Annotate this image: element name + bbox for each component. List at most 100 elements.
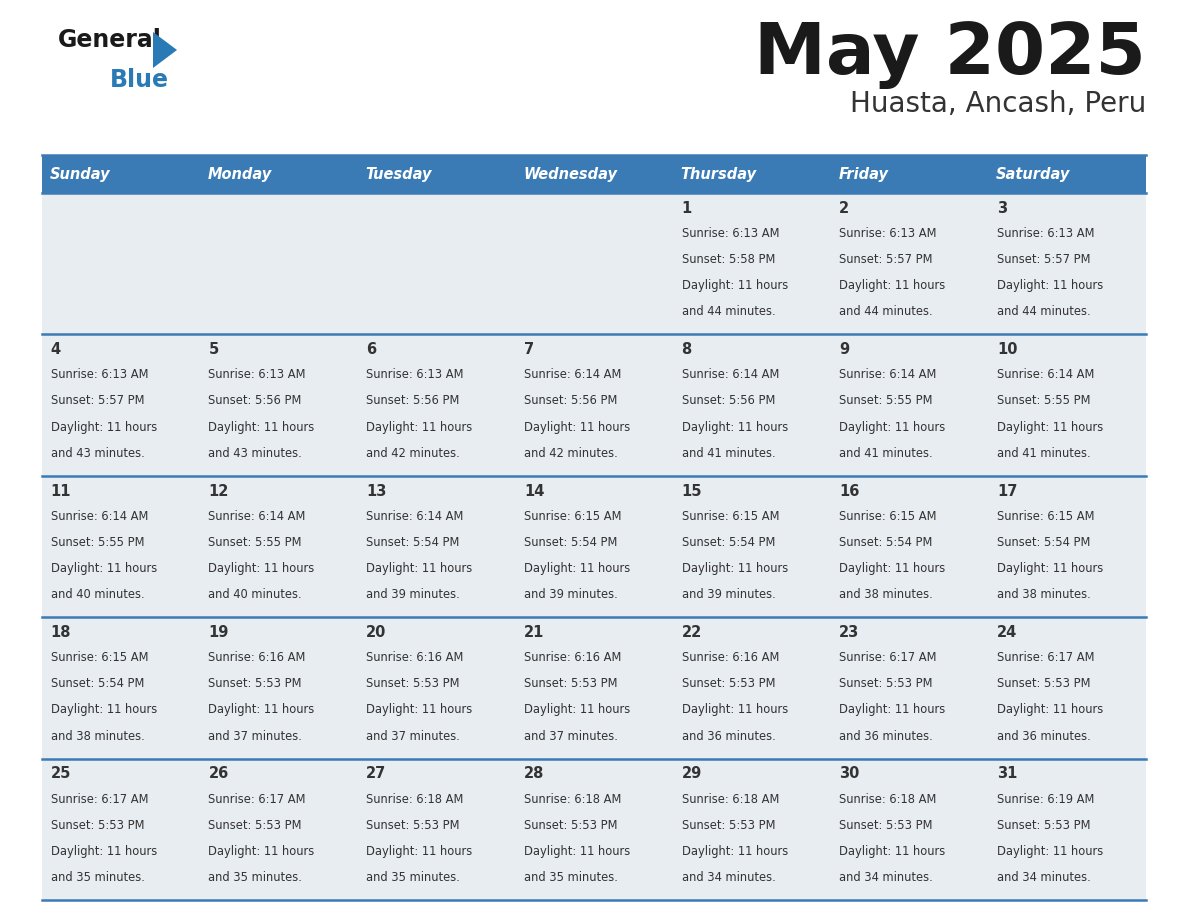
Text: Daylight: 11 hours: Daylight: 11 hours xyxy=(839,420,946,433)
Text: Sunrise: 6:14 AM: Sunrise: 6:14 AM xyxy=(839,368,936,381)
Text: General: General xyxy=(58,28,162,52)
Text: Sunset: 5:56 PM: Sunset: 5:56 PM xyxy=(208,395,302,408)
Bar xyxy=(200,758,358,900)
Bar xyxy=(200,476,358,617)
Text: Sunset: 5:53 PM: Sunset: 5:53 PM xyxy=(682,819,775,832)
Bar xyxy=(516,758,672,900)
Bar xyxy=(516,476,672,617)
Bar xyxy=(672,758,830,900)
Text: 21: 21 xyxy=(524,625,544,640)
Text: 22: 22 xyxy=(682,625,702,640)
Text: Daylight: 11 hours: Daylight: 11 hours xyxy=(682,703,788,716)
Polygon shape xyxy=(153,32,177,68)
Text: and 41 minutes.: and 41 minutes. xyxy=(839,447,933,460)
Bar xyxy=(672,193,830,334)
Text: Wednesday: Wednesday xyxy=(523,166,617,182)
Text: Daylight: 11 hours: Daylight: 11 hours xyxy=(524,562,630,575)
Text: 24: 24 xyxy=(997,625,1017,640)
Bar xyxy=(988,617,1146,758)
Text: 20: 20 xyxy=(366,625,386,640)
Text: Sunset: 5:53 PM: Sunset: 5:53 PM xyxy=(997,819,1091,832)
Text: Sunrise: 6:18 AM: Sunrise: 6:18 AM xyxy=(524,792,621,805)
Text: Sunrise: 6:13 AM: Sunrise: 6:13 AM xyxy=(366,368,463,381)
Text: Daylight: 11 hours: Daylight: 11 hours xyxy=(524,420,630,433)
Text: Sunset: 5:58 PM: Sunset: 5:58 PM xyxy=(682,253,775,266)
Text: and 43 minutes.: and 43 minutes. xyxy=(51,447,145,460)
Text: Blue: Blue xyxy=(110,68,169,92)
Text: Sunset: 5:54 PM: Sunset: 5:54 PM xyxy=(366,536,460,549)
Text: Sunset: 5:53 PM: Sunset: 5:53 PM xyxy=(208,819,302,832)
Bar xyxy=(516,617,672,758)
Text: Huasta, Ancash, Peru: Huasta, Ancash, Peru xyxy=(849,90,1146,118)
Text: 3: 3 xyxy=(997,201,1007,216)
Text: and 40 minutes.: and 40 minutes. xyxy=(208,588,302,601)
Text: 28: 28 xyxy=(524,767,544,781)
Text: Daylight: 11 hours: Daylight: 11 hours xyxy=(682,420,788,433)
Bar xyxy=(516,193,672,334)
Bar xyxy=(830,193,988,334)
Bar xyxy=(358,193,516,334)
Text: 19: 19 xyxy=(208,625,229,640)
Text: Daylight: 11 hours: Daylight: 11 hours xyxy=(524,845,630,857)
Text: Sunset: 5:53 PM: Sunset: 5:53 PM xyxy=(839,677,933,690)
Text: 29: 29 xyxy=(682,767,702,781)
Text: Daylight: 11 hours: Daylight: 11 hours xyxy=(839,279,946,292)
Text: Sunset: 5:53 PM: Sunset: 5:53 PM xyxy=(524,677,618,690)
Bar xyxy=(358,334,516,476)
Text: 5: 5 xyxy=(208,342,219,357)
Text: Sunset: 5:54 PM: Sunset: 5:54 PM xyxy=(997,536,1091,549)
Text: Sunrise: 6:17 AM: Sunrise: 6:17 AM xyxy=(208,792,305,805)
Text: 4: 4 xyxy=(51,342,61,357)
Text: Daylight: 11 hours: Daylight: 11 hours xyxy=(682,562,788,575)
Text: Sunrise: 6:18 AM: Sunrise: 6:18 AM xyxy=(839,792,936,805)
Text: Sunrise: 6:14 AM: Sunrise: 6:14 AM xyxy=(524,368,621,381)
Text: 30: 30 xyxy=(839,767,860,781)
Text: and 42 minutes.: and 42 minutes. xyxy=(524,447,618,460)
Text: and 35 minutes.: and 35 minutes. xyxy=(524,871,618,884)
Text: Sunset: 5:54 PM: Sunset: 5:54 PM xyxy=(51,677,144,690)
Text: Daylight: 11 hours: Daylight: 11 hours xyxy=(366,420,473,433)
Text: and 35 minutes.: and 35 minutes. xyxy=(366,871,460,884)
Bar xyxy=(358,476,516,617)
Text: Sunset: 5:57 PM: Sunset: 5:57 PM xyxy=(839,253,933,266)
Text: Friday: Friday xyxy=(839,166,889,182)
Text: Sunrise: 6:17 AM: Sunrise: 6:17 AM xyxy=(51,792,148,805)
Text: Sunrise: 6:14 AM: Sunrise: 6:14 AM xyxy=(997,368,1094,381)
Text: Sunset: 5:54 PM: Sunset: 5:54 PM xyxy=(682,536,775,549)
Text: Sunset: 5:53 PM: Sunset: 5:53 PM xyxy=(51,819,144,832)
Text: Sunrise: 6:17 AM: Sunrise: 6:17 AM xyxy=(839,651,937,664)
Bar xyxy=(42,617,200,758)
Text: Sunrise: 6:13 AM: Sunrise: 6:13 AM xyxy=(51,368,148,381)
Bar xyxy=(672,617,830,758)
Bar xyxy=(988,193,1146,334)
Text: 16: 16 xyxy=(839,484,860,498)
Text: 18: 18 xyxy=(51,625,71,640)
Text: 11: 11 xyxy=(51,484,71,498)
Bar xyxy=(830,617,988,758)
Bar xyxy=(672,334,830,476)
Text: and 44 minutes.: and 44 minutes. xyxy=(839,306,933,319)
Text: and 36 minutes.: and 36 minutes. xyxy=(997,730,1091,743)
Text: Sunset: 5:55 PM: Sunset: 5:55 PM xyxy=(997,395,1091,408)
Bar xyxy=(988,476,1146,617)
Text: and 36 minutes.: and 36 minutes. xyxy=(839,730,933,743)
Text: and 44 minutes.: and 44 minutes. xyxy=(682,306,775,319)
Text: and 40 minutes.: and 40 minutes. xyxy=(51,588,144,601)
Bar xyxy=(42,476,200,617)
Text: Saturday: Saturday xyxy=(997,166,1070,182)
Text: Sunrise: 6:13 AM: Sunrise: 6:13 AM xyxy=(839,227,937,240)
Text: and 35 minutes.: and 35 minutes. xyxy=(51,871,145,884)
Text: Daylight: 11 hours: Daylight: 11 hours xyxy=(51,420,157,433)
Text: Tuesday: Tuesday xyxy=(366,166,431,182)
Text: and 38 minutes.: and 38 minutes. xyxy=(839,588,933,601)
Text: and 41 minutes.: and 41 minutes. xyxy=(682,447,775,460)
Text: Daylight: 11 hours: Daylight: 11 hours xyxy=(997,703,1104,716)
Text: 10: 10 xyxy=(997,342,1017,357)
Text: Daylight: 11 hours: Daylight: 11 hours xyxy=(51,562,157,575)
Text: 6: 6 xyxy=(366,342,377,357)
Text: Sunrise: 6:18 AM: Sunrise: 6:18 AM xyxy=(366,792,463,805)
Text: and 44 minutes.: and 44 minutes. xyxy=(997,306,1091,319)
Text: and 42 minutes.: and 42 minutes. xyxy=(366,447,460,460)
Bar xyxy=(672,476,830,617)
Text: Sunrise: 6:14 AM: Sunrise: 6:14 AM xyxy=(366,509,463,522)
